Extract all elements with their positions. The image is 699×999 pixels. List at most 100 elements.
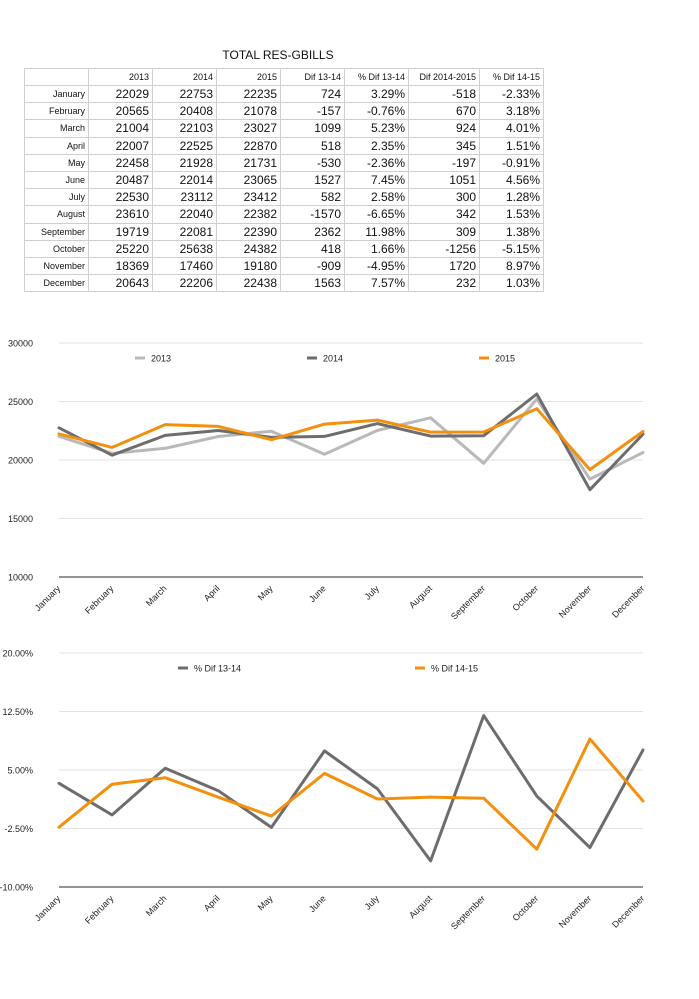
table-cell: 724 (280, 84, 345, 104)
table-cell: 345 (408, 136, 480, 155)
legend-label: 2013 (151, 354, 171, 364)
table-row: March 21004 22103 23027 1099 5.23% 924 4.01% (24, 119, 544, 138)
table-cell: 1051 (408, 170, 480, 190)
x-tick-label: August (407, 893, 434, 920)
legend-label: 2014 (323, 354, 343, 364)
y-tick-label: 5.00% (7, 766, 33, 776)
table-row: February 20565 20408 21078 -157 -0.76% 670 3.18… (24, 102, 544, 121)
table-cell: 582 (280, 188, 345, 207)
table-cell: 22530 (88, 188, 153, 207)
table-row-month: February (24, 102, 89, 121)
table-cell: -530 (280, 153, 345, 172)
y-tick-label: -10.00% (0, 883, 33, 893)
table-cell: 22438 (216, 274, 281, 293)
table-cell: 1563 (280, 274, 345, 293)
table-cell: 1527 (280, 170, 345, 190)
table-cell: 20643 (88, 274, 153, 293)
table-row: November 18369 17460 19180 -909 -4.95% 1720 8.9… (24, 256, 544, 276)
table-cell: 2.35% (344, 136, 409, 155)
table-row: July 22530 23112 23412 582 2.58% 300 1.28% (24, 188, 544, 207)
table-cell: 2.58% (344, 188, 409, 207)
table-row-month: October (24, 239, 89, 258)
table-cell: 1.03% (479, 274, 544, 293)
table-cell: 23065 (216, 170, 281, 190)
table-row-month: March (24, 119, 89, 138)
table-cell: 300 (408, 188, 480, 207)
table-cell: -4.95% (344, 256, 409, 276)
table-cell: 22029 (88, 84, 153, 104)
table-row-month: June (24, 170, 89, 190)
table-cell: 3.29% (344, 84, 409, 104)
table-cell: -2.36% (344, 153, 409, 172)
table-cell: 18369 (88, 256, 153, 276)
table-cell: 23027 (216, 119, 281, 138)
table-cell: 22870 (216, 136, 281, 155)
x-tick-label: June (307, 893, 328, 914)
table-cell: 22458 (88, 153, 153, 172)
series-line-2013 (57, 397, 645, 481)
table-cell: 924 (408, 119, 480, 138)
table-header-row: 2013 2014 2015 Dif 13-14% Dif 13-14 Dif 2014… (24, 68, 544, 86)
table-cell: 25638 (152, 239, 217, 258)
table-cell: 418 (280, 239, 345, 258)
table-row-month: May (24, 153, 89, 172)
table-cell: 22014 (152, 170, 217, 190)
y-tick-label: 10000 (8, 573, 33, 583)
table-cell: 342 (408, 205, 480, 224)
table-cell: 22525 (152, 136, 217, 155)
x-tick-label: July (363, 893, 382, 912)
table-cell: 22081 (152, 222, 217, 241)
legend-label: % Dif 13-14 (194, 664, 241, 674)
line-chart-totals: 10000 15000 20000 25000 30000 January February… (8, 339, 646, 622)
table-cell: -0.76% (344, 102, 409, 121)
x-tick-label: March (144, 893, 169, 918)
table-cell: 21928 (152, 153, 217, 172)
x-tick-label: December (610, 893, 646, 929)
table-cell: 24382 (216, 239, 281, 258)
x-tick-label: May (256, 893, 275, 912)
table-cell: 309 (408, 222, 480, 241)
table-cell: 1.38% (479, 222, 544, 241)
x-tick-label: February (83, 583, 116, 616)
table-cell: 4.56% (479, 170, 544, 190)
table-column-header: Dif 2014-2015 (408, 68, 480, 86)
table-cell: 1.51% (479, 136, 544, 155)
series-line-2015 (57, 407, 645, 472)
table-cell: -2.33% (479, 84, 544, 104)
table-cell: 5.23% (344, 119, 409, 138)
table-row: May 22458 21928 21731 -530 -2.36% -197 -0.91% (24, 153, 544, 172)
table-cell: 7.45% (344, 170, 409, 190)
table-cell: -518 (408, 84, 480, 104)
table-cell: 4.01% (479, 119, 544, 138)
table-row-month: August (24, 205, 89, 224)
table-header-corner (24, 68, 89, 86)
table-cell: 17460 (152, 256, 217, 276)
table-cell: 23412 (216, 188, 281, 207)
table-column-header: % Dif 14-15 (479, 68, 544, 86)
table-cell: 25220 (88, 239, 153, 258)
y-tick-label: 12.50% (2, 707, 33, 717)
table-row: August 23610 22040 22382 -1570 -6.65% 342 1.53% (24, 205, 544, 224)
table-row-month: January (24, 84, 89, 104)
table-column-header: % Dif 13-14 (344, 68, 409, 86)
table-cell: -1570 (280, 205, 345, 224)
table-cell: 1.53% (479, 205, 544, 224)
table-cell: 2362 (280, 222, 345, 241)
table-column-header: 2013 (88, 68, 153, 86)
table-cell: 21078 (216, 102, 281, 121)
table-cell: 22753 (152, 84, 217, 104)
table-cell: 1.28% (479, 188, 544, 207)
legend-label: % Dif 14-15 (431, 664, 478, 674)
x-tick-label: September (449, 583, 487, 621)
table-cell: 1.66% (344, 239, 409, 258)
x-tick-label: July (363, 583, 382, 602)
table-cell: 22390 (216, 222, 281, 241)
table-cell: -197 (408, 153, 480, 172)
table-cell: 22206 (152, 274, 217, 293)
table-cell: 518 (280, 136, 345, 155)
x-tick-label: February (83, 893, 116, 926)
x-tick-label: November (557, 583, 593, 619)
series-line-2014 (57, 392, 645, 492)
table-cell: 11.98% (344, 222, 409, 241)
table-cell: 22007 (88, 136, 153, 155)
